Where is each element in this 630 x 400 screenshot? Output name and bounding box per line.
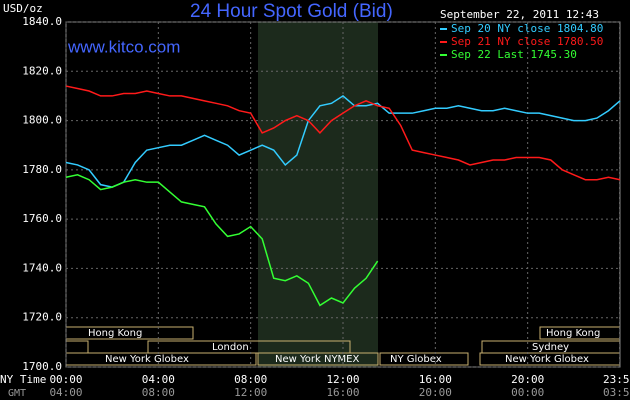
x2-tick-label: 04:00	[49, 386, 82, 399]
legend-label: Sep 20 NY close 1804.80	[451, 22, 603, 35]
price-line	[65, 85, 621, 181]
session-box	[379, 352, 469, 366]
session-label: London	[212, 342, 249, 353]
x2-tick-label: 16:00	[326, 386, 359, 399]
x-tick-label: 16:00	[419, 373, 452, 386]
x2-tick-label: 00:00	[511, 386, 544, 399]
x-axis-label: NY Time	[0, 373, 46, 386]
session-label: New York NYMEX	[275, 354, 360, 365]
price-line	[65, 94, 621, 188]
session-label: NY Globex	[390, 354, 442, 365]
x2-tick-label: 20:00	[419, 386, 452, 399]
y-tick-label: 1760.0	[22, 212, 62, 225]
session-label: New York Globex	[105, 354, 189, 365]
price-line	[65, 174, 379, 307]
session-label: Sydney	[532, 342, 569, 353]
session-label: New York Globex	[505, 354, 589, 365]
y-tick-label: 1820.0	[22, 64, 62, 77]
x-tick-label: 23:59	[603, 373, 630, 386]
y-tick-label: 1840.0	[22, 15, 62, 28]
y-tick-label: 1700.0	[22, 360, 62, 373]
x-tick-label: 00:00	[49, 373, 82, 386]
x-tick-label: 08:00	[234, 373, 267, 386]
legend-label: Sep 21 NY close 1780.50	[451, 35, 603, 48]
y-tick-label: 1800.0	[22, 114, 62, 127]
x2-tick-label: 08:00	[142, 386, 175, 399]
y-tick-label: 1720.0	[22, 311, 62, 324]
x-tick-label: 04:00	[142, 373, 175, 386]
timestamp: September 22, 2011 12:43	[440, 8, 599, 21]
legend-label: Sep 22 Last 1745.30	[451, 48, 577, 61]
chart-title: 24 Hour Spot Gold (Bid)	[190, 1, 393, 22]
y-tick-label: 1740.0	[22, 261, 62, 274]
session-label: Hong Kong	[88, 328, 142, 339]
y-tick-label: 1780.0	[22, 163, 62, 176]
x-tick-label: 20:00	[511, 373, 544, 386]
x2-tick-label: 03:59	[603, 386, 630, 399]
x2-axis-label: GMT	[8, 388, 26, 399]
website: www.kitco.com	[67, 37, 180, 56]
x-tick-label: 12:00	[326, 373, 359, 386]
session-label: Hong Kong	[546, 328, 600, 339]
session-box	[65, 340, 89, 354]
y-unit: USD/oz	[3, 2, 43, 15]
x2-tick-label: 12:00	[234, 386, 267, 399]
nymex-shade	[258, 22, 378, 367]
session-box	[257, 352, 379, 366]
